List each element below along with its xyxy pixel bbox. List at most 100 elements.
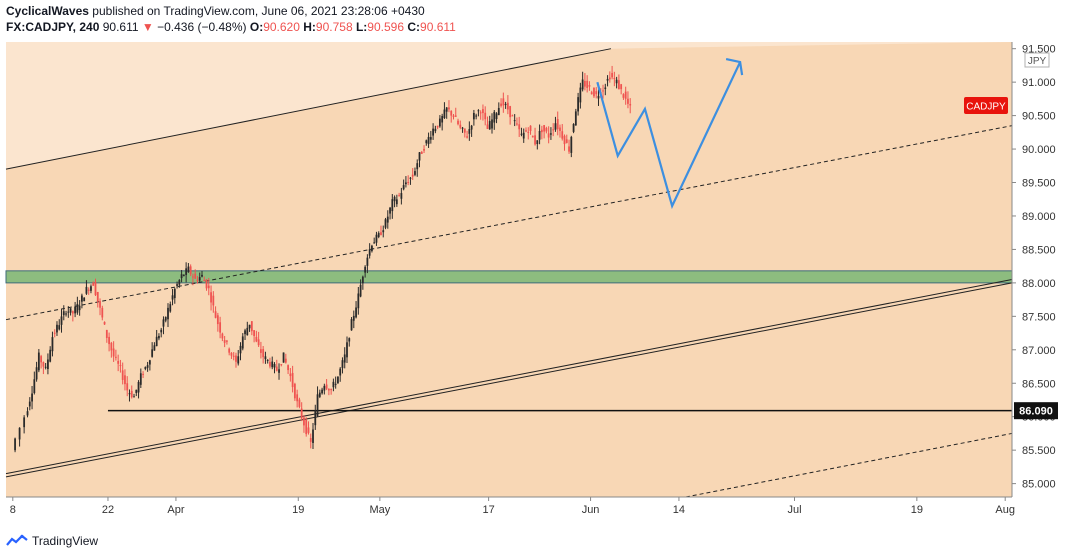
candle-body (511, 115, 514, 117)
candle-body (343, 354, 346, 363)
last-price: 90.611 (102, 20, 139, 34)
candle-body (493, 111, 496, 123)
candle-body (117, 360, 120, 364)
candle-body (81, 295, 83, 302)
candle-body (40, 356, 43, 363)
x-tick-label: 22 (102, 504, 114, 516)
candle-body (402, 185, 405, 190)
candle-body (103, 321, 106, 325)
currency-label-text: JPY (1028, 56, 1047, 67)
candle-body (316, 394, 319, 416)
candle-body (90, 286, 92, 291)
x-tick-label: May (369, 504, 390, 516)
candle-body (305, 419, 308, 435)
symbol-label[interactable]: FX:CADJPY, 240 (6, 20, 100, 34)
candle-body (105, 330, 108, 338)
price-level-badge: 86.090 (1014, 402, 1058, 420)
candle-body (94, 281, 97, 296)
candle-body (42, 362, 45, 367)
candle-body (357, 293, 360, 309)
currency-label: JPY (1024, 52, 1050, 68)
open-value: 90.620 (263, 20, 300, 34)
candle-body (235, 355, 237, 362)
candle-body (110, 342, 113, 351)
candle-body (291, 372, 294, 388)
candle-body (590, 92, 593, 95)
change-value: −0.436 (−0.48%) (157, 20, 247, 34)
candle-body (547, 133, 550, 138)
candle-body (155, 336, 158, 347)
candle-body (529, 125, 532, 132)
candle-body (246, 327, 249, 336)
candle-body (126, 383, 129, 391)
candle-body (135, 389, 138, 393)
projection-arrowhead (725, 57, 744, 76)
candle-body (420, 151, 423, 154)
low-value: 90.596 (367, 20, 404, 34)
author-name[interactable]: CyclicalWaves (6, 4, 89, 18)
candle-body (509, 106, 512, 118)
candle-body (293, 383, 296, 399)
candle-body (101, 307, 104, 318)
candle-body (14, 438, 16, 451)
candle-body (525, 130, 527, 132)
candle-body (350, 319, 353, 331)
candle-body (491, 119, 493, 129)
candle-body (380, 232, 382, 235)
y-tick-labels: 91.50091.00090.50090.00089.50089.00088.5… (1012, 44, 1056, 491)
time-axis[interactable] (0, 497, 1073, 521)
candle-body (627, 98, 629, 104)
candle-body (253, 330, 256, 337)
candle-body (69, 308, 72, 313)
candle-body (377, 233, 380, 238)
price-axis[interactable] (1012, 42, 1073, 497)
candle-body (423, 148, 425, 151)
candle-body (409, 177, 412, 179)
high-value: 90.758 (315, 20, 353, 34)
candle-body (414, 171, 416, 175)
candle-body (470, 125, 473, 130)
candle-body (454, 115, 457, 117)
candle-body (472, 113, 475, 120)
candle-body (475, 115, 478, 117)
candle-body (352, 315, 355, 321)
candle-body (366, 257, 369, 266)
brand-name: TradingView (32, 534, 99, 548)
channel-lower-line (5, 279, 1013, 475)
candle-body (624, 91, 627, 99)
candle-body (53, 332, 56, 334)
candle-body (572, 124, 575, 132)
candle-body (364, 266, 367, 273)
candle-body (438, 118, 441, 127)
candle-body (461, 127, 464, 129)
candle-body (382, 230, 385, 233)
tradingview-logo-icon (6, 534, 28, 546)
candle-body (207, 285, 210, 289)
candle-body (620, 84, 623, 90)
candle-body (611, 73, 613, 78)
candle-body (33, 379, 36, 393)
candle-body (309, 438, 312, 442)
candle-body (436, 125, 439, 128)
y-tick-label: 90.500 (1022, 111, 1056, 123)
candle-body (119, 365, 122, 367)
candle-body (262, 349, 265, 358)
candle-body (602, 90, 604, 92)
candle-body (264, 356, 267, 360)
y-tick-label: 88.500 (1022, 244, 1056, 256)
candle-body (56, 324, 58, 333)
candle-body (597, 95, 600, 99)
candle-body (142, 373, 144, 375)
candle-body (441, 116, 444, 123)
publish-line: CyclicalWaves published on TradingView.c… (6, 3, 1066, 19)
candle-body (554, 123, 557, 130)
candle-body (74, 306, 77, 314)
footer-brand[interactable]: TradingView (6, 534, 98, 548)
candle-body (180, 274, 183, 279)
candle-body (171, 295, 174, 300)
candle-body (162, 319, 165, 327)
candle-body (457, 120, 459, 125)
candle-body (361, 276, 364, 284)
candle-body (187, 266, 190, 273)
